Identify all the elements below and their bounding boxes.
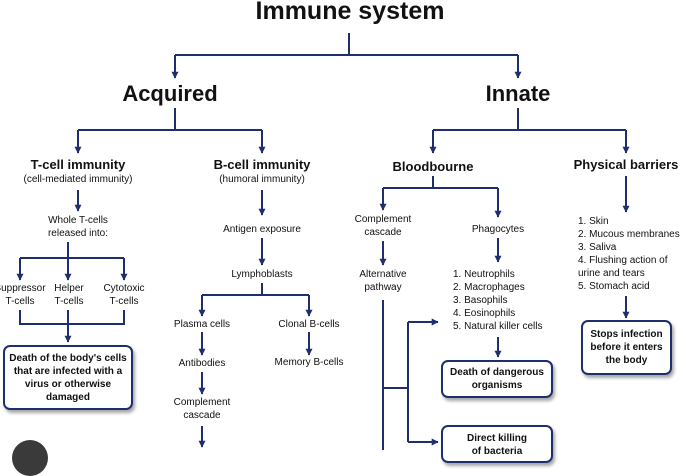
suppressor-t-cells-label: Suppressor T-cells [0,283,46,307]
clonal-b-cells-label: Clonal B-cells [278,319,340,330]
memory-b-cells-label: Memory B-cells [274,357,344,368]
phagocyte-types-list: 1. Neutrophils 2. Macrophages 3. Basophi… [453,269,543,332]
diagram-title: Immune system [255,0,445,25]
b-cell-complement-cascade-label: Complement cascade [173,397,231,421]
t-cell-immunity-heading: T-cell immunity [30,157,126,172]
infected-cell-death-box: Death of the body's cells that are infec… [3,345,133,410]
bloodbourne-heading: Bloodbourne [392,159,474,174]
b-cell-immunity-heading: B-cell immunity [213,157,311,172]
phagocytes-label: Phagocytes [471,224,525,235]
lymphoblasts-label: Lymphoblasts [231,269,293,280]
t-cell-immunity-subtitle: (cell-mediated immunity) [23,174,133,185]
alternative-pathway-label: Alternative pathway [359,269,407,293]
antibodies-label: Antibodies [178,358,226,369]
stops-infection-box: Stops infection before it enters the bod… [581,320,672,375]
direct-bacteria-killing-box: Direct killing of bacteria [441,425,553,463]
dangerous-organisms-death-box: Death of dangerous organisms [441,360,553,398]
innate-heading: Innate [485,81,551,106]
innate-complement-cascade-label: Complement cascade [354,214,412,238]
helper-t-cells-label: Helper T-cells [54,283,84,307]
connector-lines [16,33,630,450]
cytotoxic-t-cells-label: Cytotoxic T-cells [103,283,145,307]
plasma-cells-label: Plasma cells [173,319,231,330]
acquired-heading: Acquired [122,81,218,106]
b-cell-immunity-subtitle: (humoral immunity) [219,174,305,185]
physical-barriers-list: 1. Skin 2. Mucous membranes 3. Saliva 4.… [578,216,680,292]
corner-circle [12,440,48,476]
antigen-exposure-label: Antigen exposure [223,224,301,235]
t-cells-released-label: Whole T-cells released into: [47,215,109,239]
physical-barriers-heading: Physical barriers [573,157,679,172]
